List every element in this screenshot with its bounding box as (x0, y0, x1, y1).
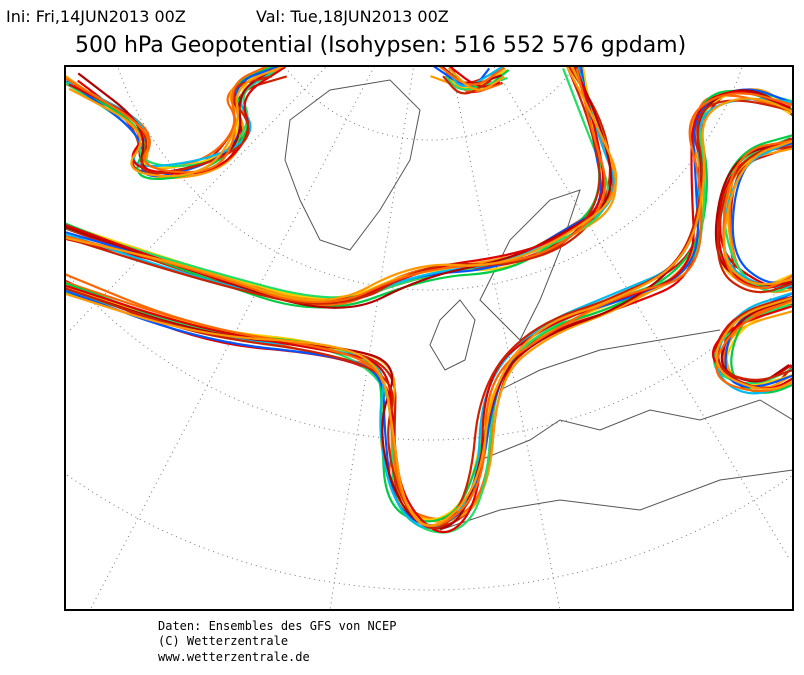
isohypse (65, 97, 793, 527)
isohypse (715, 296, 793, 391)
contours (65, 66, 793, 534)
map-frame (64, 65, 794, 611)
isohypse (65, 67, 616, 307)
isohypse (65, 66, 613, 309)
coastlines (284, 79, 793, 531)
isohypse (65, 66, 615, 303)
isohypse (68, 66, 288, 178)
isohypse (65, 90, 792, 534)
isohypse (65, 66, 617, 301)
footer-line: (C) Wetterzentrale (158, 634, 288, 648)
init-time: Ini: Fri,14JUN2013 00Z (6, 7, 186, 26)
map (65, 66, 793, 610)
europe-border (499, 329, 721, 391)
isohypse (444, 75, 508, 91)
isohypse (715, 299, 793, 392)
valid-time: Val: Tue,18JUN2013 00Z (256, 7, 449, 26)
greenland (284, 79, 421, 251)
isohypse (65, 66, 618, 302)
isohypse (65, 90, 793, 528)
mediterranean-coast (479, 399, 793, 461)
isohypse (65, 88, 793, 527)
footer-line: www.wetterzentrale.de (158, 650, 310, 664)
isohypse (65, 66, 615, 303)
isohypse (65, 90, 792, 521)
map-title: 500 hPa Geopotential (Isohypsen: 516 552… (75, 33, 686, 58)
isohypse (65, 88, 792, 523)
graticule (69, 66, 328, 331)
isohypse (716, 137, 793, 294)
isohypse (65, 75, 288, 174)
isohypse (65, 68, 607, 304)
isohypse (442, 75, 492, 95)
isohypse (65, 94, 793, 521)
isohypse (447, 67, 505, 91)
isohypse (722, 137, 793, 293)
scandinavia (479, 189, 581, 341)
isohypse (447, 66, 501, 88)
footer-line: Daten: Ensembles des GFS von NCEP (158, 619, 396, 633)
isohypse (722, 139, 793, 289)
isohypse (723, 139, 793, 286)
isohypse (65, 66, 612, 304)
isohypse (65, 90, 793, 527)
isohypse (65, 66, 270, 174)
isohypse (65, 68, 609, 299)
british-isles (429, 299, 476, 371)
africa-coast (439, 469, 793, 531)
